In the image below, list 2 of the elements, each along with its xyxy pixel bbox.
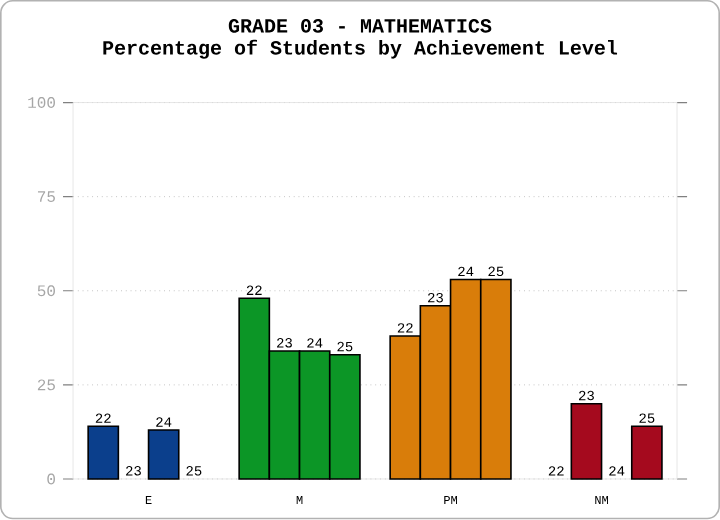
- chart-title: GRADE 03 - MATHEMATICS: [228, 19, 492, 34]
- chart-subtitle: Percentage of Students by Achievement Level: [103, 40, 618, 60]
